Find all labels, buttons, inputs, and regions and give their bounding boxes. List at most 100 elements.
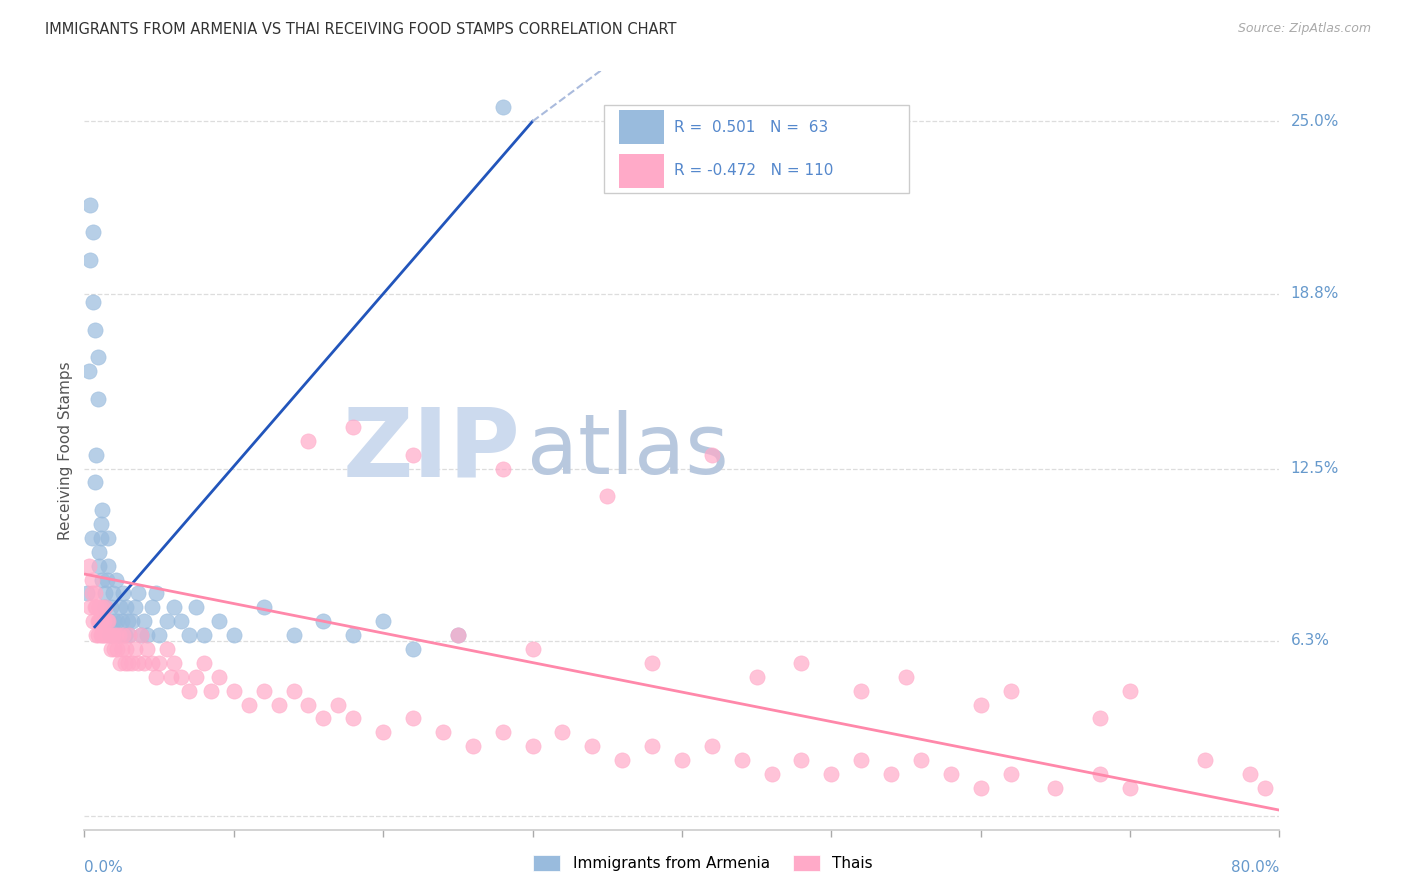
Point (193, 656, 215, 670)
Point (1119, 683, 1142, 698)
Point (283, 683, 305, 698)
Point (103, 614, 125, 628)
Point (86, 448, 108, 462)
Point (851, 683, 873, 698)
Point (100, 600, 122, 615)
Point (121, 656, 143, 670)
Point (80, 573, 103, 587)
Point (141, 656, 163, 670)
Point (551, 725, 574, 739)
Point (163, 600, 186, 615)
Point (114, 656, 136, 670)
Point (94, 628, 117, 642)
Point (177, 628, 200, 642)
Point (112, 628, 135, 642)
Point (132, 614, 156, 628)
Point (731, 753, 754, 767)
Point (910, 753, 932, 767)
Point (97, 531, 120, 545)
Point (761, 767, 783, 781)
Point (297, 434, 319, 448)
Point (94, 600, 117, 615)
Point (342, 628, 364, 642)
Point (87, 351, 110, 365)
Text: IMMIGRANTS FROM ARMENIA VS THAI RECEIVING FOOD STAMPS CORRELATION CHART: IMMIGRANTS FROM ARMENIA VS THAI RECEIVIN… (45, 22, 676, 37)
Point (581, 739, 603, 754)
Text: Source: ZipAtlas.com: Source: ZipAtlas.com (1237, 22, 1371, 36)
Point (79, 253, 101, 268)
Point (297, 698, 319, 712)
Point (96, 614, 118, 628)
Point (447, 628, 470, 642)
Point (222, 628, 245, 642)
Point (402, 711, 425, 725)
Point (492, 725, 515, 739)
Point (145, 670, 167, 684)
Point (402, 448, 425, 462)
Point (522, 739, 544, 754)
Point (111, 614, 134, 628)
Point (851, 753, 873, 767)
Point (93, 628, 115, 642)
Point (104, 628, 127, 642)
Point (1090, 711, 1112, 725)
Point (253, 683, 276, 698)
Point (97, 628, 120, 642)
Point (342, 711, 364, 725)
Point (163, 656, 186, 670)
Point (145, 586, 167, 600)
Point (129, 628, 152, 642)
Point (160, 670, 183, 684)
Point (98, 628, 121, 642)
Point (90, 531, 112, 545)
Point (790, 753, 813, 767)
Point (80, 586, 103, 600)
Point (1000, 767, 1022, 781)
Point (117, 656, 139, 670)
Point (82, 294, 104, 309)
Point (82, 614, 104, 628)
Point (148, 628, 170, 642)
Point (170, 670, 193, 684)
Point (700, 448, 723, 462)
Point (98, 628, 121, 642)
Point (121, 614, 143, 628)
Point (1239, 767, 1261, 781)
Point (200, 683, 222, 698)
Point (238, 698, 260, 712)
Point (124, 642, 146, 657)
Point (461, 739, 484, 754)
FancyBboxPatch shape (619, 153, 664, 188)
Point (880, 767, 903, 781)
Point (186, 670, 208, 684)
Point (111, 642, 134, 657)
Point (94, 586, 117, 600)
Point (136, 642, 159, 657)
Point (97, 614, 120, 628)
Point (97, 558, 120, 573)
Text: 12.5%: 12.5% (1291, 461, 1339, 476)
Point (103, 642, 125, 657)
Text: 25.0%: 25.0% (1291, 114, 1339, 128)
Point (148, 656, 170, 670)
Point (132, 656, 156, 670)
Point (745, 670, 768, 684)
Point (208, 670, 231, 684)
Point (312, 614, 335, 628)
Point (970, 698, 993, 712)
Point (115, 642, 138, 657)
Point (1194, 753, 1216, 767)
Point (596, 489, 619, 503)
Point (641, 739, 664, 754)
Point (89, 600, 111, 615)
Point (1045, 780, 1067, 795)
Point (118, 628, 141, 642)
Point (91, 600, 114, 615)
Text: R = -0.472   N = 110: R = -0.472 N = 110 (673, 163, 832, 178)
Point (402, 642, 425, 657)
Point (100, 642, 122, 657)
Point (94, 600, 117, 615)
Point (790, 656, 813, 670)
Point (373, 725, 395, 739)
Point (820, 767, 842, 781)
